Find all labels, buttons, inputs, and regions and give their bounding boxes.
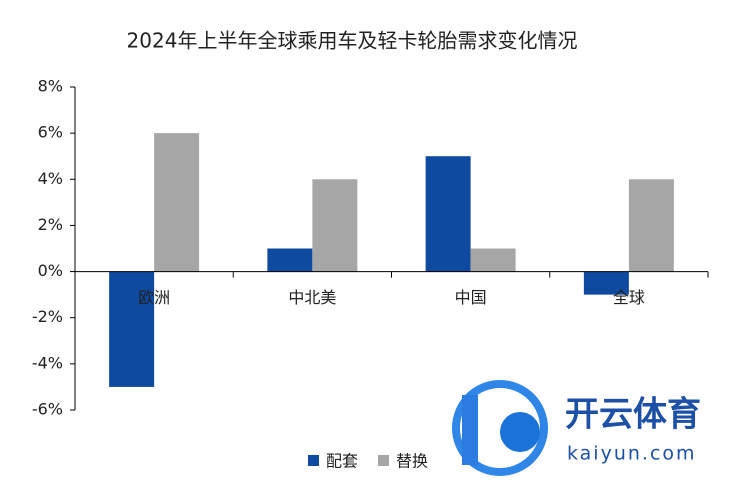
legend-label: 配套: [326, 452, 358, 471]
y-tick-label: 2%: [38, 215, 63, 234]
bar: [109, 271, 155, 387]
bar: [267, 248, 313, 272]
bar: [425, 156, 471, 272]
logo-ring: [452, 380, 548, 476]
logo-ball: [500, 412, 540, 452]
bar: [628, 179, 674, 272]
y-tick-label: 8%: [38, 77, 63, 96]
logo-k: [462, 395, 478, 465]
y-tick-label: 6%: [38, 123, 63, 142]
x-tick-label: 中国: [455, 288, 487, 307]
y-tick-label: 4%: [38, 169, 63, 188]
y-tick-label: -4%: [32, 353, 63, 372]
bar: [154, 133, 200, 272]
x-tick-label: 欧洲: [138, 288, 170, 307]
legend-swatch: [378, 455, 389, 466]
watermark: 开云体育 kaiyun.com: [452, 380, 701, 476]
bar: [312, 179, 358, 272]
watermark-brand: 开云体育: [565, 395, 701, 435]
y-tick-label: 0%: [38, 261, 63, 280]
x-tick-label: 中北美: [288, 288, 336, 307]
bar: [583, 271, 629, 295]
y-tick-label: -6%: [32, 400, 63, 419]
legend-swatch: [308, 455, 319, 466]
chart-title: 2024年上半年全球乘用车及轻卡轮胎需求变化情况: [127, 29, 578, 53]
x-tick-label: 全球: [613, 288, 645, 307]
watermark-site: kaiyun.com: [567, 443, 697, 465]
y-tick-label: -2%: [32, 307, 63, 326]
legend-label: 替换: [396, 452, 428, 471]
bar: [470, 248, 516, 272]
